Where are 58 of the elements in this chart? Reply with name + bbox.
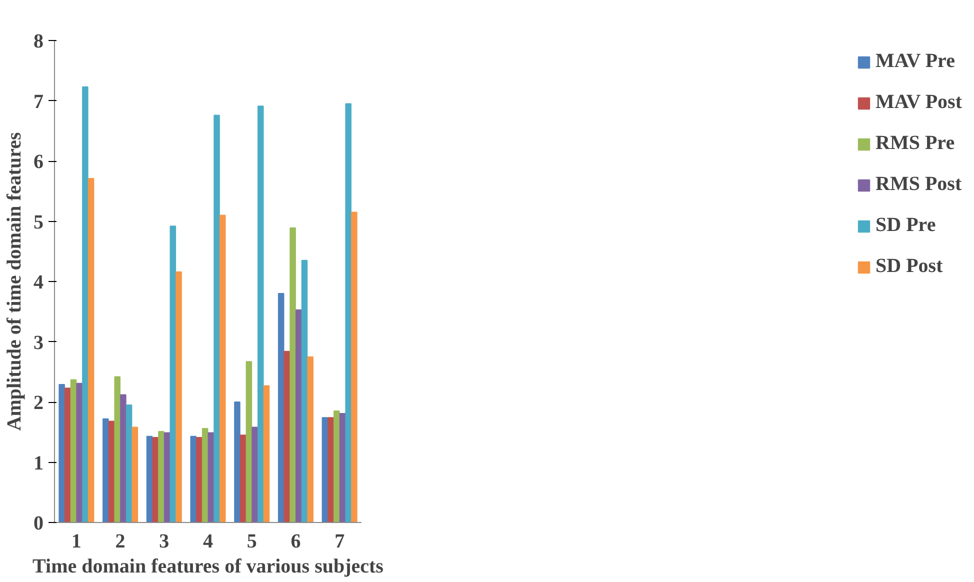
legend-label: MAV Post [876,91,962,114]
x-axis-title: Time domain features of various subjects [32,556,384,578]
legend-label: RMS Pre [876,132,955,155]
bar [58,384,65,522]
x-tick-label: 6 [290,530,301,552]
x-tick-label: 1 [71,530,82,552]
bar [301,260,308,522]
bar [214,114,220,522]
x-tick-label: 7 [334,530,345,552]
y-axis-title: Amplitude of time domain features [4,132,26,431]
y-tick-label: 3 [34,332,44,354]
legend-label: SD Pre [876,214,936,237]
bar [263,385,270,522]
bar [328,417,334,522]
legend-label: SD Post [876,255,943,278]
y-tick-label: 7 [34,90,44,113]
bar [102,418,109,522]
y-tick-label: 6 [34,151,44,173]
bar [278,293,284,522]
y-tick-label: 4 [34,272,44,294]
bar [246,361,252,522]
y-tick-label: 8 [34,30,44,52]
bar [176,271,182,522]
y-tick-label: 2 [34,392,44,414]
bar [234,402,240,522]
bar [64,388,71,522]
bar [196,437,202,522]
bar [88,178,94,522]
bar [307,356,314,522]
bar [296,309,302,522]
bar [126,404,132,522]
bar [252,426,258,522]
bar [76,382,82,522]
x-tick-label: 2 [115,530,126,552]
bar [334,410,340,522]
bar [152,437,159,522]
bar [290,227,296,522]
bar [202,428,208,522]
y-tick-label: 1 [34,452,44,474]
x-tick-label: 4 [203,530,213,552]
bar [132,426,138,522]
legend-label: RMS Post [876,173,962,196]
bar [351,212,358,522]
legend-label: MAV Pre [876,50,955,73]
bar [345,103,352,522]
bar [164,432,170,522]
y-tick-label: 5 [34,211,44,234]
bar [120,394,126,522]
x-tick-label: 3 [159,530,170,552]
bar [190,436,197,522]
bar [240,434,246,522]
bar [114,376,120,522]
x-tick-label: 5 [246,530,257,552]
bar [82,86,88,522]
bar [257,106,264,522]
y-tick-label: 0 [34,512,44,534]
bar [219,214,226,522]
bar [158,431,164,522]
